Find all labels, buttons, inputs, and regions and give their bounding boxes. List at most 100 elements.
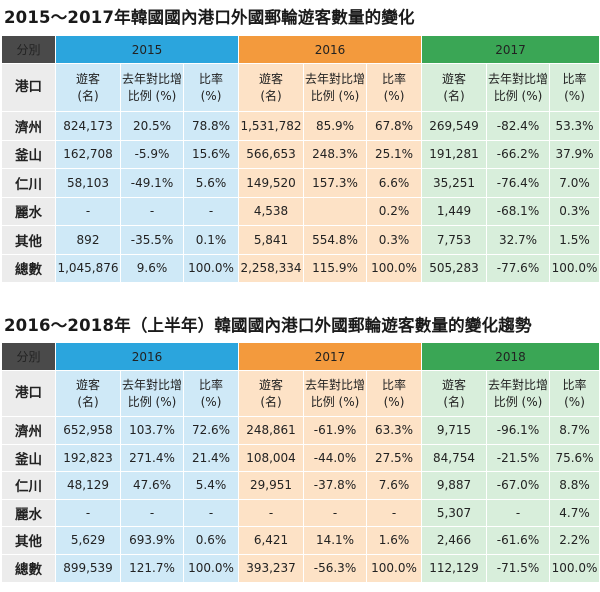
table-cell: 248.3% [303,139,367,169]
table-cell: 566,653 [238,139,304,169]
year-header: 2018 [421,342,600,371]
col-header-ratio: 比率 (%) [549,63,600,112]
year-header: 2017 [238,342,422,371]
table-cell: - [238,498,304,527]
table-cell: 121.7% [120,553,184,583]
table-cell: 35,251 [421,168,487,198]
col-header-yoy: 去年對比增 比例 (%) [303,63,367,112]
table-cell: 157.3% [303,168,367,198]
table-cell: -77.6% [486,253,550,283]
port-name: 濟州 [1,111,56,141]
table-cell: 78.8% [183,111,239,141]
table-cell: 100.0% [366,253,422,283]
table-cell: 7,753 [421,225,487,255]
table-cell: 652,958 [55,416,121,445]
table-cell: 75.6% [549,443,600,472]
table-cell [303,196,367,226]
table-cell: 27.5% [366,443,422,472]
table1: 分別 2015 2016 2017 港口 遊客 (名) 去年對比增 比例 (%) 比率 (%)… [1,35,600,283]
table-cell: 72.6% [183,416,239,445]
year-header: 2016 [238,35,422,64]
table-cell: 899,539 [55,553,121,583]
table-cell: 1,045,876 [55,253,121,283]
table-cell: 100.0% [366,553,422,583]
table-cell: 1.5% [549,225,600,255]
table-cell: 14.1% [303,526,367,555]
table-cell: 2,258,334 [238,253,304,283]
table-cell: 29,951 [238,471,304,500]
col-header-visitors: 遊客 (名) [55,370,121,417]
table-cell: -67.0% [486,471,550,500]
table-row: 濟州 824,173 20.5% 78.8% 1,531,782 85.9% 67.8% 26… [1,111,600,141]
table-cell: 2.2% [549,526,600,555]
table2: 分別 2016 2017 2018 港口 遊客 (名) 去年對比增 比例 (%) 比率 (%)… [1,342,600,583]
port-name: 仁川 [1,168,56,198]
col-header-ratio: 比率 (%) [366,63,422,112]
col-header-yoy: 去年對比增 比例 (%) [486,370,550,417]
col-header-visitors: 遊客 (名) [55,63,121,112]
table-cell: -61.6% [486,526,550,555]
table-cell: 0.3% [549,196,600,226]
table-cell: 32.7% [486,225,550,255]
table-row: 麗水 - - -4,538 0.2% 1,449 -68.1% 0.3% [1,196,600,226]
table-cell: 48,129 [55,471,121,500]
table-row: 仁川 48,129 47.6% 5.4% 29,951 -37.8% 7.6% 9,887 -6… [1,471,600,500]
table-cell: 100.0% [549,253,600,283]
table-cell: 693.9% [120,526,184,555]
table-cell: -35.5% [120,225,184,255]
table-cell: -96.1% [486,416,550,445]
table-cell: - [55,498,121,527]
table-cell: 0.6% [183,526,239,555]
table-cell: - [183,196,239,226]
port-name: 濟州 [1,416,56,445]
port-label: 港口 [1,370,56,417]
table-cell: 0.2% [366,196,422,226]
table-cell: 9.6% [120,253,184,283]
table-cell: 9,715 [421,416,487,445]
col-header-visitors: 遊客 (名) [421,370,487,417]
table-cell: 84,754 [421,443,487,472]
table-cell: 100.0% [549,553,600,583]
table-cell: -61.9% [303,416,367,445]
port-name: 總數 [1,253,56,283]
col-header-yoy: 去年對比增 比例 (%) [120,63,184,112]
table-cell: 20.5% [120,111,184,141]
col-header-ratio: 比率 (%) [183,370,239,417]
table-cell: 5.4% [183,471,239,500]
col-header-ratio: 比率 (%) [366,370,422,417]
table-cell: - [366,498,422,527]
col-header-ratio: 比率 (%) [183,63,239,112]
table-row: 濟州 652,958 103.7% 72.6% 248,861 -61.9% 63.3% 9,… [1,416,600,445]
table-cell: 15.6% [183,139,239,169]
table2-title: 2016～2018年（上半年）韓國國內港口外國郵輪遊客數量的變化趨勢 [4,316,532,335]
table-cell: - [55,196,121,226]
table-cell: 892 [55,225,121,255]
table-cell: 8.7% [549,416,600,445]
table-cell: 1.6% [366,526,422,555]
table-cell: 191,281 [421,139,487,169]
col-header-visitors: 遊客 (名) [238,63,304,112]
table-row: 釜山 192,823 271.4% 21.4% 108,004 -44.0% 27.5% 84… [1,443,600,472]
table-row: 其他 5,629 693.9% 0.6% 6,421 14.1% 1.6% 2,466 -61.… [1,526,600,555]
table-row: 仁川 58,103 -49.1% 5.6% 149,520 157.3% 6.6% 35,25… [1,168,600,198]
table-cell: -68.1% [486,196,550,226]
port-name: 釜山 [1,443,56,472]
table-cell: -49.1% [120,168,184,198]
table-cell: 269,549 [421,111,487,141]
corner-label: 分別 [1,35,56,64]
table-cell: 108,004 [238,443,304,472]
table-cell: 248,861 [238,416,304,445]
year-header: 2017 [421,35,600,64]
table-cell: 115.9% [303,253,367,283]
port-name: 仁川 [1,471,56,500]
table-cell: -56.3% [303,553,367,583]
table-cell: -76.4% [486,168,550,198]
table-row: 總數 899,539 121.7% 100.0% 393,237 -56.3% 100.0%… [1,553,600,583]
table1-title: 2015～2017年韓國國內港口外國郵輪遊客數量的變化 [4,8,415,27]
table-row: 麗水 - - - - - -5,307-4.7% [1,498,600,527]
table-cell: - [486,498,550,527]
table-cell: 21.4% [183,443,239,472]
table-cell: 5,629 [55,526,121,555]
table-cell: 149,520 [238,168,304,198]
